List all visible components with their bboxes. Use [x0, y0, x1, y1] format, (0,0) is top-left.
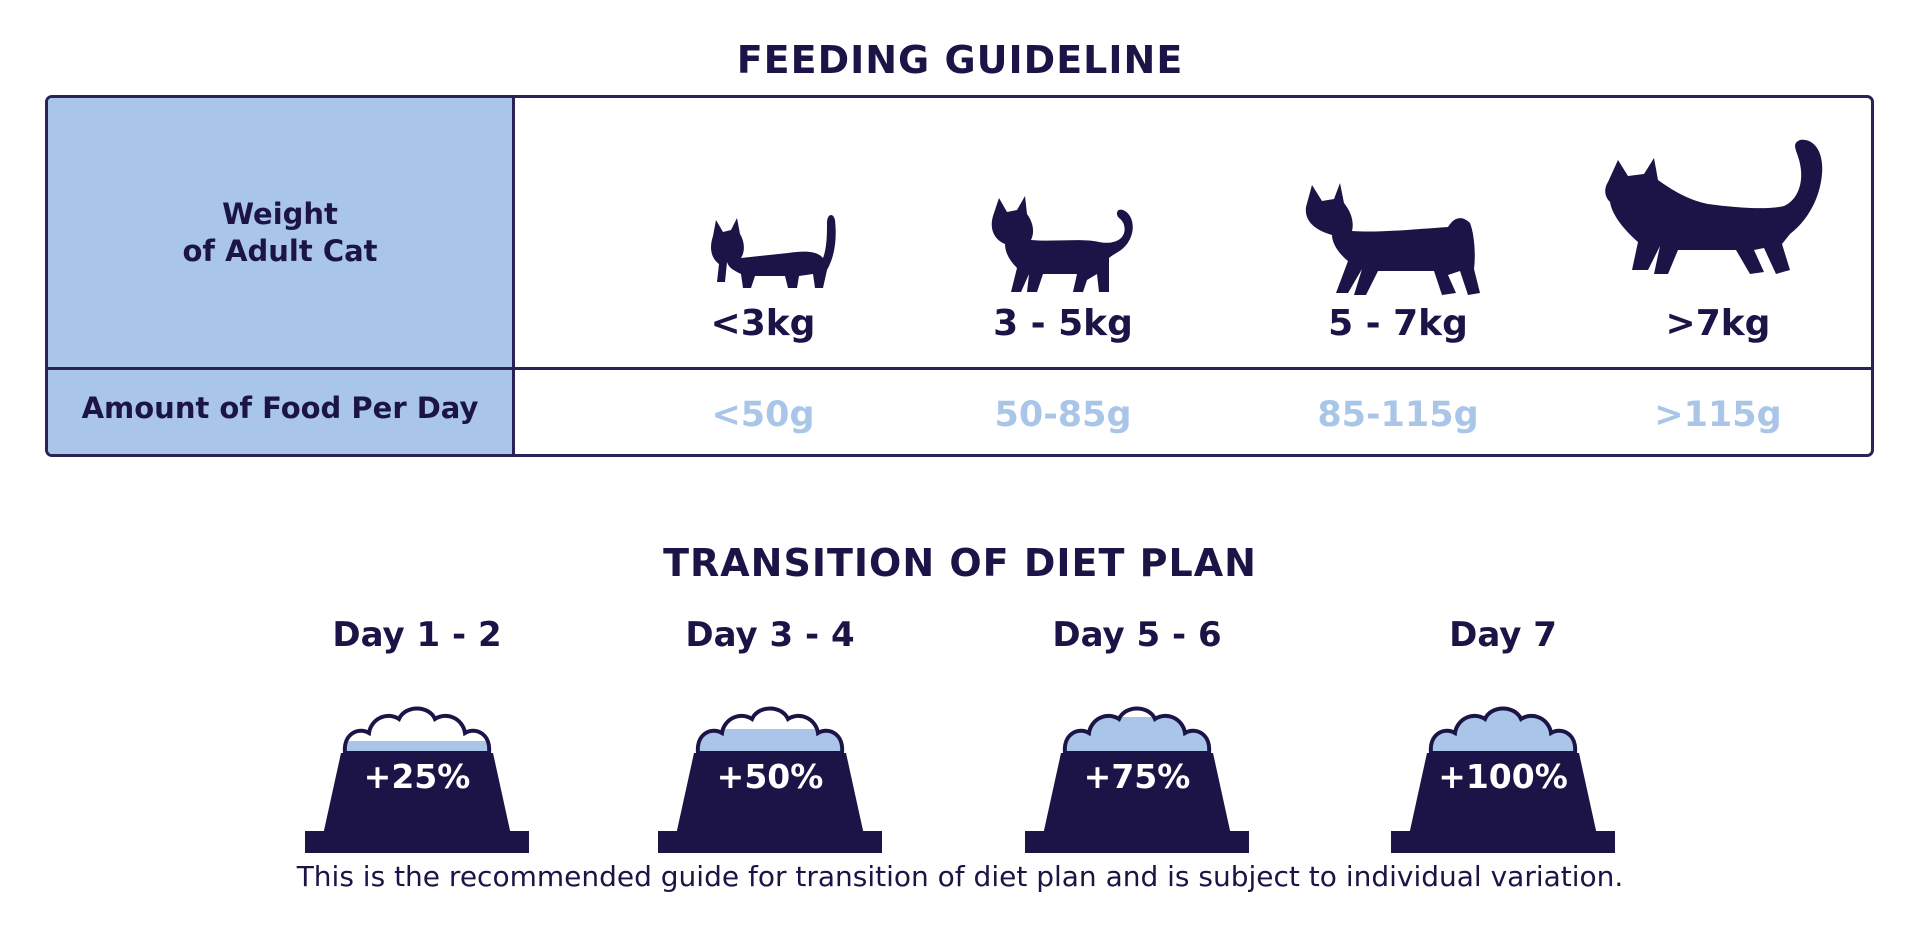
percent-label: +75%	[1083, 757, 1191, 796]
transition-stage-4: Day 7 +100%	[1383, 615, 1623, 855]
food-bowl-icon	[1025, 706, 1249, 853]
weight-value: <3kg	[710, 303, 816, 344]
food-bowl-icon	[305, 706, 529, 853]
weight-column-4: >7kg	[1568, 98, 1868, 368]
row-divider	[48, 367, 1871, 370]
amount-value: >115g	[1654, 395, 1782, 435]
percent-label: +50%	[716, 757, 824, 796]
food-row-label: Amount of Food Per Day	[81, 391, 479, 425]
large-cat-icon	[1305, 183, 1480, 295]
transition-stage-3: Day 5 - 6 +75%	[1017, 615, 1257, 855]
label-column	[48, 98, 515, 454]
percent-label: +25%	[363, 757, 471, 796]
food-bowl-icon	[658, 706, 882, 853]
weight-value: 5 - 7kg	[1328, 303, 1468, 344]
percent-label: +100%	[1438, 757, 1568, 796]
kibble-fill	[1064, 717, 1210, 753]
kibble-fill	[344, 741, 490, 753]
feeding-guideline-title: FEEDING GUIDELINE	[736, 38, 1184, 82]
fluffy-cat-icon	[1605, 139, 1823, 274]
amount-value: <50g	[711, 395, 815, 435]
transition-stage-2: Day 3 - 4 +50%	[650, 615, 890, 855]
food-bowl-icon	[1391, 706, 1615, 853]
day-label: Day 1 - 2	[332, 615, 502, 655]
weight-column-3: 5 - 7kg	[1248, 98, 1548, 368]
feeding-table: Weight of Adult Cat Amount of Food Per D…	[45, 95, 1874, 457]
weight-value: >7kg	[1665, 303, 1771, 344]
medium-cat-icon	[991, 196, 1133, 292]
weight-label-line1: Weight	[222, 197, 338, 231]
day-label: Day 3 - 4	[685, 615, 855, 655]
weight-column-1: <3kg	[613, 98, 913, 368]
weight-column-2: 3 - 5kg	[913, 98, 1213, 368]
weight-label-line2: of Adult Cat	[182, 234, 378, 268]
transition-footnote: This is the recommended guide for transi…	[296, 860, 1624, 893]
amount-value: 85-115g	[1317, 395, 1479, 435]
weight-value: 3 - 5kg	[993, 303, 1133, 344]
small-cat-icon	[711, 214, 836, 288]
transition-stage-1: Day 1 - 2 +25%	[297, 615, 537, 855]
day-label: Day 5 - 6	[1052, 615, 1222, 655]
transition-title: TRANSITION OF DIET PLAN	[663, 541, 1257, 585]
weight-row-label: Weight of Adult Cat	[48, 196, 512, 270]
day-label: Day 7	[1449, 615, 1557, 655]
kibble-fill	[697, 729, 843, 753]
amount-value: 50-85g	[994, 395, 1132, 435]
